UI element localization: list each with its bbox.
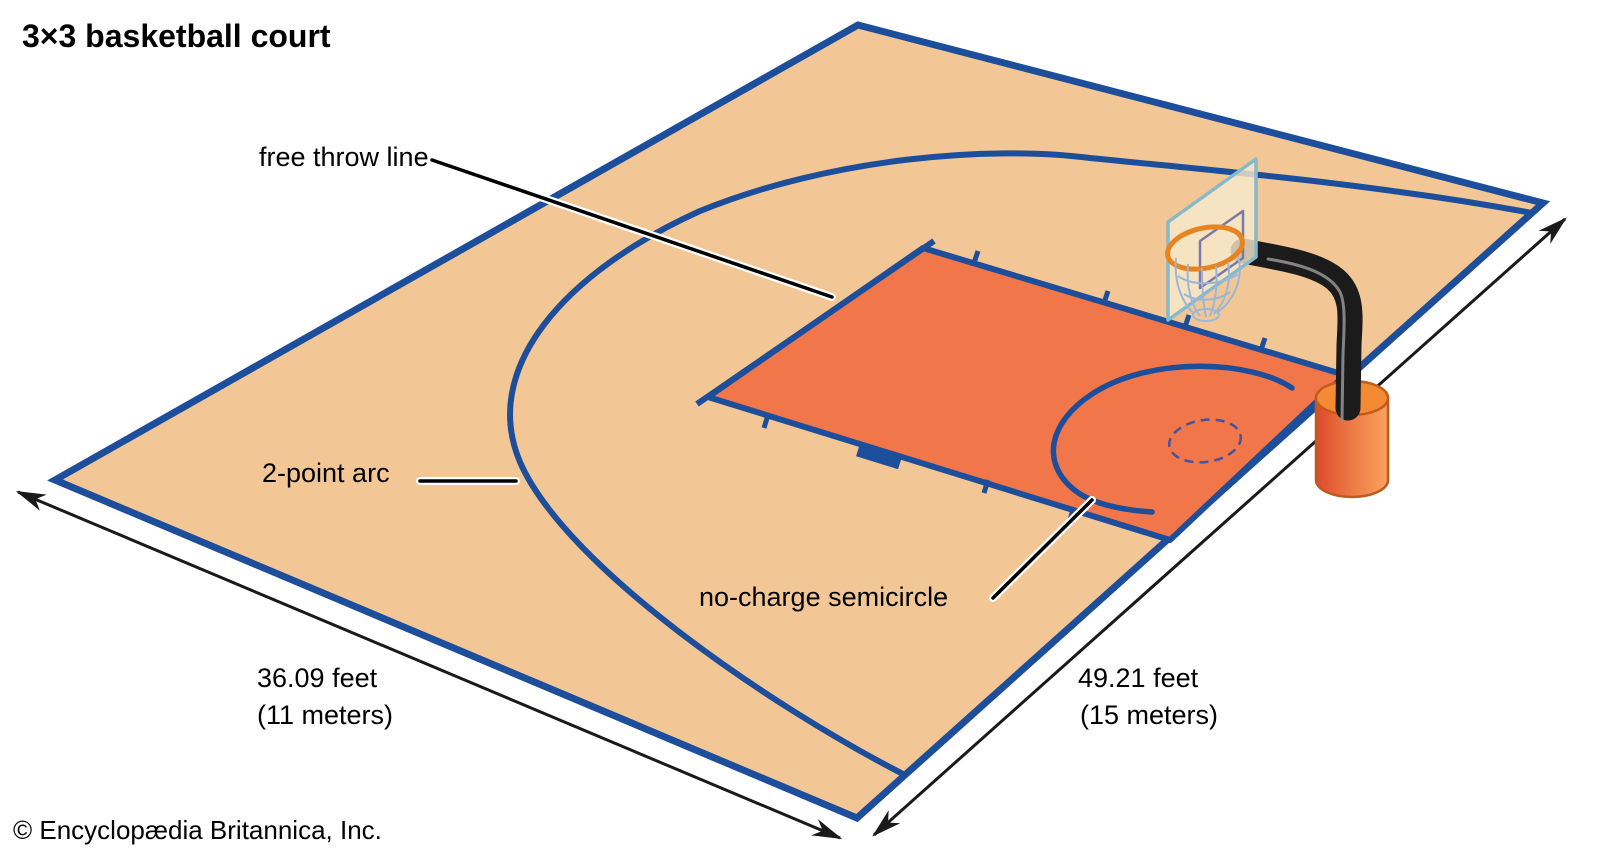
label-free-throw-line: free throw line [259, 142, 429, 172]
dimension-arrow-baseline [872, 217, 1567, 837]
backboard-inner-square [1198, 209, 1245, 290]
net [1174, 255, 1241, 322]
rim [1165, 224, 1245, 272]
copyright-notice: © Encyclopædia Britannica, Inc. [13, 815, 382, 845]
dimension-side-feet: 36.09 feet [257, 663, 378, 693]
leader-free-throw-line [430, 158, 834, 299]
dimension-baseline-feet: 49.21 feet [1078, 663, 1199, 693]
backboard [1166, 157, 1258, 322]
leader-lines [416, 156, 1096, 602]
leader-no-charge [991, 498, 1094, 600]
pole-highlight [1266, 257, 1346, 422]
label-no-charge-semicircle: no-charge semicircle [699, 582, 949, 612]
dimension-side-meters: (11 meters) [257, 700, 394, 730]
dimension-baseline-meters: (15 meters) [1080, 700, 1219, 730]
label-two-point-arc: 2-point arc [262, 458, 390, 488]
diagram-title: 3×3 basketball court [22, 18, 331, 54]
dimension-arrow-side [15, 490, 843, 840]
hoop-pole [1230, 238, 1363, 422]
